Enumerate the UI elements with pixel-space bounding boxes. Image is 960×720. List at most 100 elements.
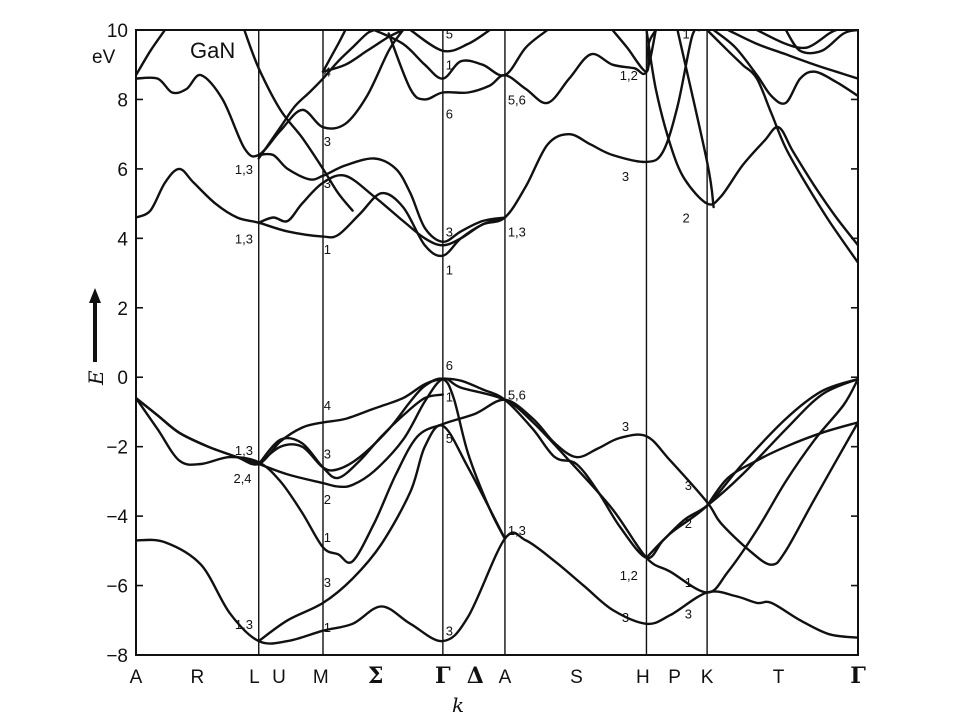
k-point-label: R	[191, 667, 205, 688]
band-line-13	[136, 30, 405, 158]
band-label: 1,3	[508, 224, 526, 239]
y-axis-title: E	[84, 288, 108, 386]
band-label: 3	[324, 447, 331, 462]
k-point-label: Γ	[435, 663, 451, 689]
k-point-label: L	[249, 667, 260, 688]
band-label: 1	[446, 58, 453, 73]
band-line-11	[257, 152, 507, 243]
band-label: 3	[622, 419, 629, 434]
band-label: 1	[324, 242, 331, 257]
band-label: 1,3	[235, 162, 253, 177]
y-tick-label: −8	[106, 646, 128, 667]
band-label: 2,4	[233, 471, 251, 486]
band-line-24	[676, 30, 715, 209]
band-label: 5,6	[508, 92, 526, 107]
band-label: 1,2	[620, 568, 638, 583]
y-tick-label: 2	[117, 299, 128, 320]
band-line-2	[257, 424, 507, 643]
band-label: 3	[446, 624, 453, 639]
k-point-label: U	[272, 667, 286, 688]
band-line-18	[321, 30, 347, 73]
band-label: 3	[446, 224, 453, 239]
band-line-4	[136, 377, 858, 594]
band-line-20	[373, 30, 549, 80]
band-label: 2	[685, 516, 692, 531]
band-line-27	[726, 30, 858, 80]
band-line-5	[136, 377, 858, 560]
band-labels: 1,3 1,3 4 3 3 1 5 1 6 3 1 5,6 1,3 1,2 3 1 2 1,3 2,4 4 3 2 1 3 1 1…	[233, 26, 691, 638]
band-label: 3	[685, 606, 692, 621]
chart-title: GaN	[190, 38, 235, 63]
band-label: 3	[685, 478, 692, 493]
band-label: 1	[683, 26, 690, 41]
y-tick-label: −4	[106, 507, 128, 528]
band-line-8	[645, 377, 858, 559]
y-tick-label: −6	[106, 577, 128, 598]
band-label: 1,3	[235, 231, 253, 246]
band-label: 1,3	[235, 443, 253, 458]
band-line-21	[409, 30, 491, 53]
k-point-label: S	[570, 667, 583, 688]
band-line-17	[321, 30, 405, 73]
y-axis-arrow-head	[89, 288, 101, 303]
y-unit-label: eV	[92, 47, 116, 68]
y-axis-ticks: −8 −6 −4 −2 0 2 4 6 8 10	[106, 21, 858, 667]
band-label: 5	[446, 26, 453, 41]
k-point-label: T	[773, 667, 785, 688]
band-label: 3	[622, 610, 629, 625]
k-point-label: Σ	[368, 663, 384, 689]
band-label: 2	[324, 492, 331, 507]
k-point-label: A	[130, 667, 143, 688]
band-line-19	[387, 30, 657, 105]
band-label: 6	[446, 106, 453, 121]
band-label: 1	[446, 389, 453, 404]
plot-frame	[135, 29, 859, 656]
band-line-1	[136, 531, 858, 645]
band-label: 3	[622, 169, 629, 184]
band-label: 1,3	[508, 523, 526, 538]
band-line-6	[257, 377, 507, 540]
band-line-29	[784, 30, 858, 55]
band-line-28	[755, 30, 838, 50]
y-tick-label: 8	[117, 90, 128, 111]
band-line-16	[243, 30, 354, 212]
band-line-9	[705, 421, 858, 507]
band-label: 1	[685, 575, 692, 590]
band-line-14	[257, 30, 376, 160]
band-label: 6	[446, 358, 453, 373]
k-point-label: H	[636, 667, 650, 688]
band-label: 1,2	[620, 68, 638, 83]
y-tick-label: 6	[117, 160, 128, 181]
band-label: 1	[324, 530, 331, 545]
k-point-label: K	[701, 667, 714, 688]
band-label: 5	[446, 431, 453, 446]
k-point-label: A	[499, 667, 512, 688]
y-tick-label: 4	[117, 229, 128, 250]
y-tick-label: −2	[106, 438, 128, 459]
band-line-23	[645, 30, 858, 247]
y-tick-label: 0	[117, 368, 128, 389]
k-point-label: Δ	[467, 663, 484, 689]
band-label: 1	[446, 263, 453, 278]
compound-label: GaN	[190, 38, 235, 63]
band-line-26	[712, 30, 858, 105]
bands	[136, 30, 858, 645]
band-label: 4	[324, 398, 331, 413]
band-line-22	[611, 30, 657, 73]
x-axis-title: k	[452, 693, 464, 717]
band-label: 1,3	[235, 617, 253, 632]
band-line-25	[705, 30, 858, 264]
band-label: 4	[324, 65, 331, 80]
band-line-7	[257, 393, 444, 480]
k-point-label: P	[668, 667, 681, 688]
k-point-label: Γ	[850, 663, 866, 689]
band-line-12	[257, 174, 507, 247]
band-line-15	[136, 30, 167, 77]
band-label: 3	[324, 575, 331, 590]
band-label: 2	[683, 211, 690, 226]
band-label: 1	[324, 620, 331, 635]
band-line-10	[136, 30, 701, 258]
symmetry-lines	[258, 30, 708, 655]
band-label: 3	[324, 134, 331, 149]
